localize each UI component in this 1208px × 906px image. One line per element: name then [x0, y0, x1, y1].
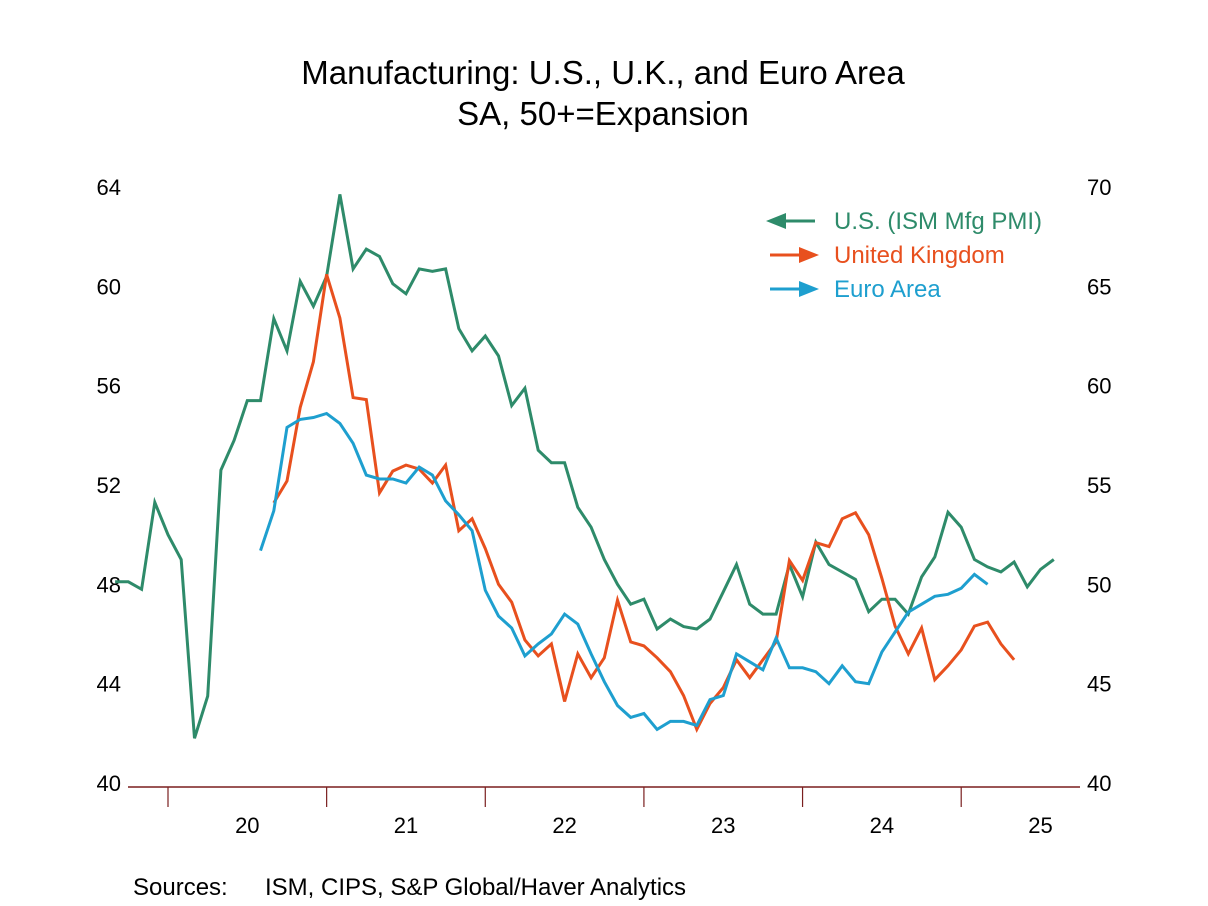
- left-tick-label: 52: [97, 473, 121, 498]
- left-tick-label: 44: [97, 672, 121, 697]
- legend-item: Euro Area: [770, 276, 941, 303]
- x-tick-label: 24: [870, 813, 894, 838]
- legend-label: U.S. (ISM Mfg PMI): [834, 208, 1042, 235]
- legend-item: U.S. (ISM Mfg PMI): [766, 208, 1042, 235]
- right-tick-label: 65: [1087, 274, 1111, 299]
- legend-item: United Kingdom: [770, 242, 1005, 269]
- plot-area: [115, 194, 1055, 739]
- chart-title: Manufacturing: U.S., U.K., and Euro Area: [301, 54, 905, 91]
- x-axis: 20 21 22 23 24 25: [167, 787, 1053, 838]
- right-tick-label: 40: [1087, 771, 1111, 796]
- left-tick-label: 60: [97, 274, 121, 299]
- chart-subtitle: SA, 50+=Expansion: [457, 95, 749, 132]
- source-text: ISM, CIPS, S&P Global/Haver Analytics: [265, 874, 686, 901]
- x-tick-label: 21: [394, 813, 418, 838]
- left-tick-label: 56: [97, 374, 121, 399]
- right-axis: 40 45 50 55 60 65 70: [1087, 175, 1111, 796]
- left-tick-label: 40: [97, 771, 121, 796]
- x-tick-label: 22: [552, 813, 576, 838]
- left-axis: 40 44 48 52 56 60 64: [97, 175, 121, 796]
- right-tick-label: 55: [1087, 473, 1111, 498]
- x-tick-label: 23: [711, 813, 735, 838]
- legend-label: United Kingdom: [834, 242, 1005, 269]
- source-label: Sources:: [133, 874, 228, 901]
- right-tick-label: 50: [1087, 572, 1111, 597]
- left-tick-label: 64: [97, 175, 121, 200]
- arrow-right-icon: [799, 281, 819, 297]
- right-tick-label: 60: [1087, 374, 1111, 399]
- legend-label: Euro Area: [834, 276, 941, 303]
- x-tick-label: 25: [1028, 813, 1052, 838]
- arrow-left-icon: [766, 213, 786, 229]
- series-line-u-s-ism-mfg-pmi: [115, 194, 1055, 739]
- series-line-euro-area: [259, 411, 989, 732]
- series-line-united-kingdom: [272, 273, 1016, 734]
- legend: U.S. (ISM Mfg PMI) United Kingdom Euro Are…: [766, 208, 1042, 303]
- arrow-right-icon: [799, 247, 819, 263]
- right-tick-label: 70: [1087, 175, 1111, 200]
- right-tick-label: 45: [1087, 672, 1111, 697]
- x-tick-label: 20: [235, 813, 259, 838]
- left-tick-label: 48: [97, 572, 121, 597]
